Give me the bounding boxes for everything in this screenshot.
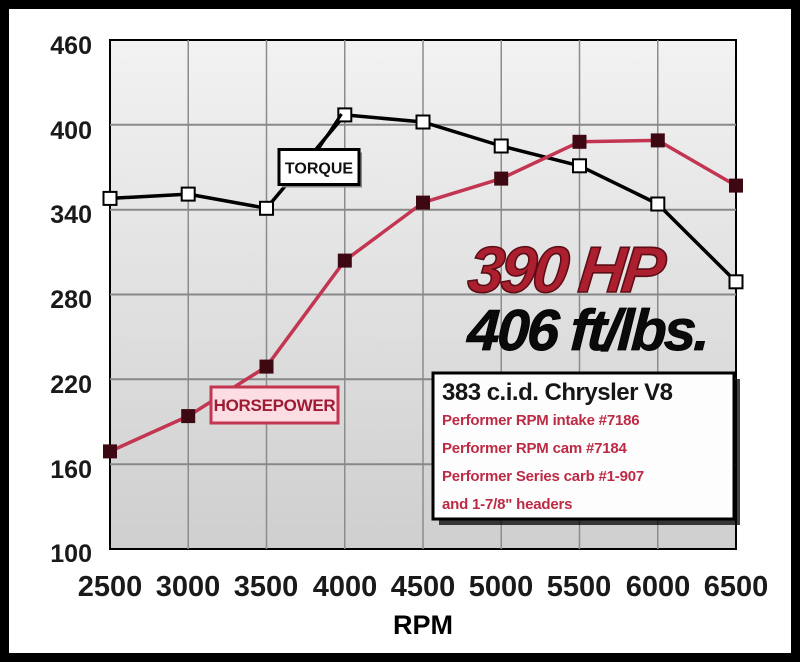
svg-text:TORQUE: TORQUE: [285, 161, 353, 178]
svg-text:3000: 3000: [156, 571, 221, 603]
svg-text:340: 340: [50, 201, 92, 229]
svg-text:Performer Series carb #1-907: Performer Series carb #1-907: [442, 468, 644, 485]
svg-text:2500: 2500: [78, 571, 143, 603]
svg-text:3500: 3500: [234, 571, 299, 603]
svg-text:5000: 5000: [469, 571, 534, 603]
svg-text:6500: 6500: [704, 571, 769, 603]
svg-text:280: 280: [50, 286, 92, 314]
svg-text:220: 220: [50, 371, 92, 399]
svg-text:100: 100: [50, 540, 92, 568]
svg-text:390 HP: 390 HP: [465, 233, 670, 306]
svg-text:and 1-7/8" headers: and 1-7/8" headers: [442, 496, 572, 513]
svg-text:4500: 4500: [391, 571, 456, 603]
svg-text:160: 160: [50, 456, 92, 484]
svg-text:383 c.i.d. Chrysler V8: 383 c.i.d. Chrysler V8: [442, 379, 673, 406]
svg-text:400: 400: [50, 117, 92, 145]
svg-text:5500: 5500: [547, 571, 612, 603]
svg-text:6000: 6000: [626, 571, 691, 603]
svg-text:460: 460: [50, 32, 92, 60]
svg-text:Performer RPM cam #7184: Performer RPM cam #7184: [442, 440, 628, 457]
svg-text:Performer RPM intake #7186: Performer RPM intake #7186: [442, 412, 639, 429]
svg-text:4000: 4000: [313, 571, 378, 603]
svg-text:HORSEPOWER: HORSEPOWER: [214, 396, 336, 415]
svg-text:406 ft/lbs.: 406 ft/lbs.: [465, 298, 709, 363]
svg-text:RPM: RPM: [393, 610, 453, 640]
